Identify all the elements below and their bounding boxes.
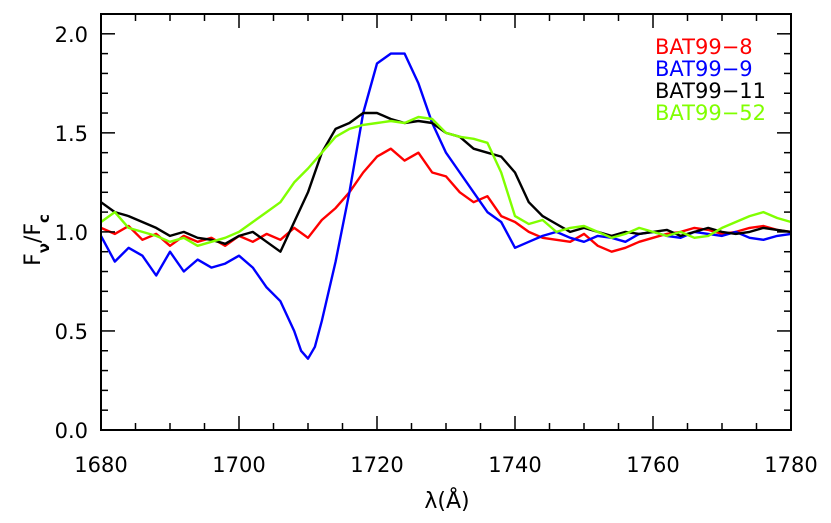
x-tick-label: 1680	[74, 453, 127, 477]
y-axis-label: Fν/Fc	[21, 214, 53, 266]
plot-lines	[99, 52, 792, 360]
x-tick-label: 1760	[626, 453, 679, 477]
x-tick-label: 1780	[764, 453, 817, 477]
y-tick-label: 2.0	[55, 23, 88, 47]
x-tick-label: 1720	[350, 453, 403, 477]
x-tick-label: 1740	[488, 453, 541, 477]
legend-entry: BAT99−52	[655, 101, 766, 125]
series-line-bat99-8	[100, 147, 792, 253]
series-line-bat99-52	[100, 115, 792, 248]
y-tick-label: 0.5	[55, 320, 88, 344]
x-tick-label: 1700	[212, 453, 265, 477]
legend-entry: BAT99−8	[655, 35, 753, 59]
y-tick-label: 1.0	[55, 221, 88, 245]
axis-ticks	[100, 14, 792, 431]
legend-entry: BAT99−9	[655, 57, 753, 81]
legend-entry: BAT99−11	[655, 79, 766, 103]
axis-tick-labels: 1680 1700 1720 1740 1760 1780 0.0 0.5 1.0 1.5 2.0	[55, 23, 818, 477]
y-tick-label: 0.0	[55, 419, 88, 443]
y-tick-label: 1.5	[55, 122, 88, 146]
x-axis-label: λ(Å)	[424, 487, 469, 514]
